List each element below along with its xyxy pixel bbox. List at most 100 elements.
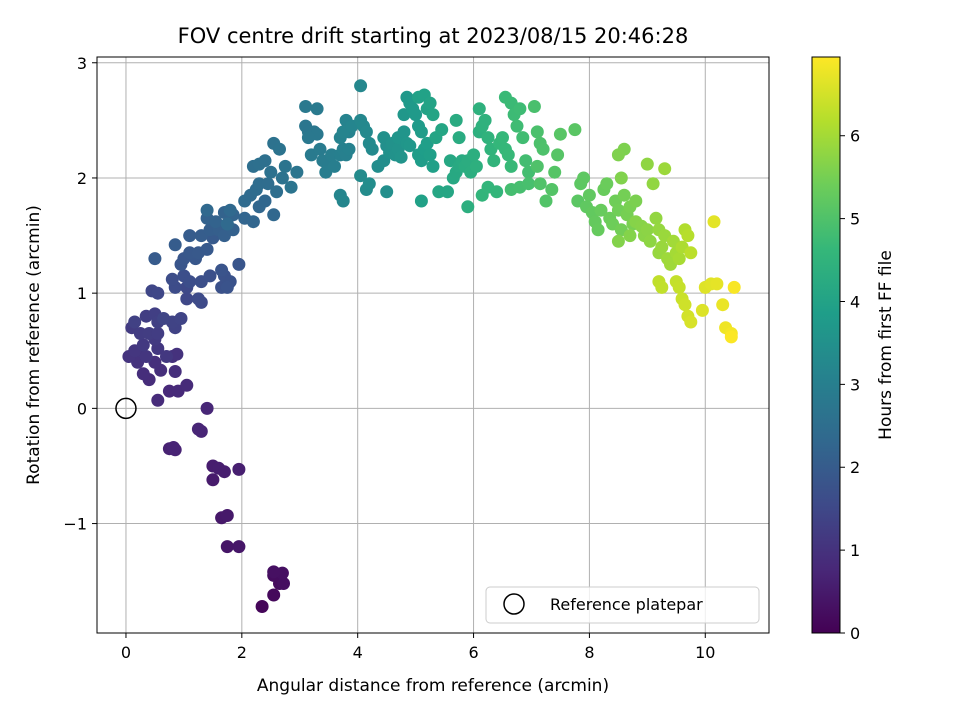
data-point <box>284 180 298 194</box>
data-point <box>136 338 150 352</box>
data-point <box>548 165 562 179</box>
data-point <box>168 238 182 252</box>
data-point <box>232 462 246 476</box>
data-point <box>380 185 394 199</box>
data-point <box>504 159 518 173</box>
data-point <box>232 257 246 271</box>
data-point <box>215 263 229 277</box>
data-point <box>203 269 217 283</box>
data-point <box>267 208 281 222</box>
data-point <box>160 350 173 363</box>
data-point <box>478 113 492 127</box>
data-point <box>180 378 194 392</box>
data-point <box>426 108 440 122</box>
y-tick-label: 0 <box>77 399 87 418</box>
data-point <box>328 159 341 173</box>
data-point <box>313 142 327 156</box>
data-point <box>591 223 605 237</box>
data-point <box>655 280 669 294</box>
data-point <box>530 125 544 139</box>
data-point <box>501 148 515 162</box>
data-point <box>220 217 234 231</box>
colorbar-tick-label: 6 <box>850 127 860 146</box>
chart-title: FOV centre drift starting at 2023/08/15 … <box>178 24 689 48</box>
data-point <box>403 139 417 153</box>
data-point <box>165 272 179 286</box>
data-point <box>435 123 449 137</box>
data-point <box>452 131 466 145</box>
data-point <box>354 79 368 93</box>
data-point <box>426 159 440 173</box>
data-point <box>539 194 553 208</box>
data-point <box>200 242 214 256</box>
y-tick-label: −1 <box>63 515 87 534</box>
legend-entry-label: Reference platepar <box>550 595 703 614</box>
reference-platepar-marker <box>115 397 137 420</box>
data-point <box>611 148 625 162</box>
y-axis-label: Rotation from reference (arcmin) <box>24 205 44 485</box>
data-point <box>261 177 275 191</box>
data-point <box>136 367 150 381</box>
data-point <box>183 275 197 289</box>
data-point <box>220 509 234 522</box>
data-point <box>394 150 408 164</box>
data-point <box>151 327 165 340</box>
data-point <box>646 177 660 191</box>
data-point <box>611 234 625 248</box>
data-point <box>310 102 324 116</box>
data-point <box>264 165 278 179</box>
data-point <box>519 154 533 168</box>
data-point <box>695 303 709 317</box>
data-point <box>217 465 231 479</box>
data-point <box>655 240 669 254</box>
data-point <box>496 131 509 145</box>
data-point <box>582 188 596 202</box>
data-point <box>354 169 368 183</box>
plot-area: 0 2 4 6 8 10 −1 0 1 2 3 <box>63 54 770 662</box>
data-point <box>409 108 423 122</box>
data-point <box>299 100 313 113</box>
data-point <box>449 113 463 127</box>
data-point <box>168 365 182 378</box>
colorbar: 0 1 2 3 4 5 6 <box>811 56 860 643</box>
data-point <box>359 125 373 139</box>
data-point <box>551 148 565 162</box>
colorbar-tick-label: 4 <box>850 292 860 311</box>
data-point <box>278 159 292 173</box>
data-point <box>594 203 608 217</box>
data-point <box>151 286 165 300</box>
data-point <box>716 298 730 312</box>
colorbar-tick-label: 2 <box>850 458 860 477</box>
data-point <box>467 148 481 162</box>
colorbar-tick-label: 3 <box>850 375 860 394</box>
data-point <box>174 312 188 325</box>
colorbar-gradient <box>811 56 841 634</box>
data-point <box>220 280 234 294</box>
data-point <box>577 171 591 185</box>
data-point <box>530 159 544 173</box>
data-point <box>191 422 205 436</box>
legend: Reference platepar <box>485 586 760 624</box>
data-point <box>223 203 237 217</box>
data-point <box>270 185 284 199</box>
data-point <box>516 131 530 145</box>
plot-frame <box>96 56 770 634</box>
data-point <box>472 102 486 116</box>
data-point <box>232 540 246 554</box>
data-point <box>423 148 437 162</box>
data-point <box>545 183 559 196</box>
data-point <box>553 127 567 141</box>
data-point <box>640 157 654 171</box>
x-tick-label: 0 <box>121 643 131 662</box>
data-point <box>490 185 504 199</box>
data-point <box>209 215 223 229</box>
legend-marker-icon <box>503 593 525 615</box>
data-point <box>200 203 214 217</box>
x-tick-label: 6 <box>468 643 478 662</box>
data-point <box>180 292 194 306</box>
legend-box <box>485 586 760 624</box>
data-point <box>255 600 269 613</box>
data-point <box>206 473 220 487</box>
data-point <box>469 159 483 173</box>
data-point <box>258 154 272 168</box>
